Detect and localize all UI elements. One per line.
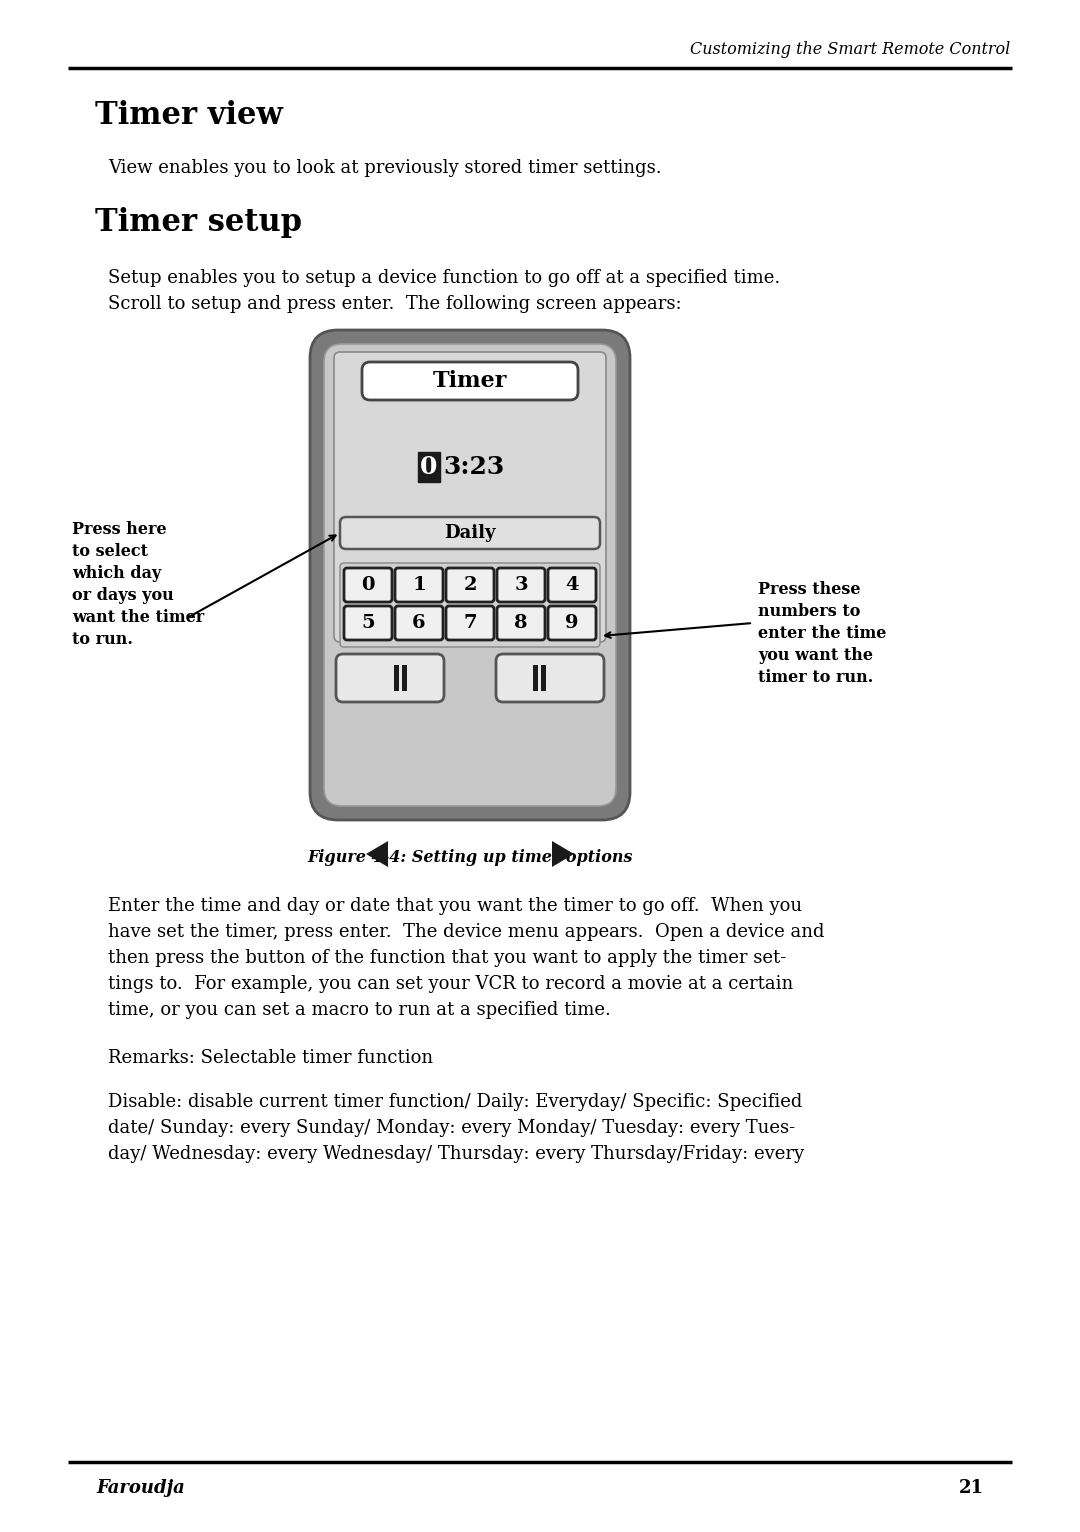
Text: enter the time: enter the time bbox=[758, 625, 887, 642]
Text: date/ Sunday: every Sunday/ Monday: every Monday/ Tuesday: every Tues-: date/ Sunday: every Sunday/ Monday: ever… bbox=[108, 1118, 795, 1137]
Text: to run.: to run. bbox=[72, 631, 133, 648]
FancyBboxPatch shape bbox=[334, 352, 606, 642]
Text: 1: 1 bbox=[413, 576, 426, 594]
Text: 21: 21 bbox=[959, 1478, 984, 1497]
Text: Remarks: Selectable timer function: Remarks: Selectable timer function bbox=[108, 1049, 433, 1066]
FancyBboxPatch shape bbox=[395, 607, 443, 640]
Text: 2: 2 bbox=[463, 576, 476, 594]
Text: time, or you can set a macro to run at a specified time.: time, or you can set a macro to run at a… bbox=[108, 1000, 611, 1019]
Text: Timer setup: Timer setup bbox=[95, 207, 302, 237]
Text: tings to.  For example, you can set your VCR to record a movie at a certain: tings to. For example, you can set your … bbox=[108, 974, 793, 993]
Bar bbox=[394, 665, 399, 691]
Text: Figure 4-4: Setting up timer options: Figure 4-4: Setting up timer options bbox=[307, 850, 633, 867]
Text: Daily: Daily bbox=[444, 524, 496, 542]
Text: Press these: Press these bbox=[758, 582, 861, 599]
Text: Disable: disable current timer function/ Daily: Everyday/ Specific: Specified: Disable: disable current timer function/… bbox=[108, 1092, 802, 1111]
FancyBboxPatch shape bbox=[345, 607, 392, 640]
Bar bbox=[418, 452, 440, 483]
FancyBboxPatch shape bbox=[446, 607, 494, 640]
Text: Press here: Press here bbox=[72, 521, 166, 539]
Bar bbox=[340, 409, 600, 509]
Text: 3: 3 bbox=[514, 576, 528, 594]
Text: 0: 0 bbox=[420, 455, 437, 480]
Text: timer to run.: timer to run. bbox=[758, 669, 874, 686]
Bar bbox=[534, 665, 538, 691]
Text: 5: 5 bbox=[361, 614, 375, 633]
Text: 4: 4 bbox=[565, 576, 579, 594]
Text: Customizing the Smart Remote Control: Customizing the Smart Remote Control bbox=[690, 41, 1010, 58]
FancyBboxPatch shape bbox=[496, 654, 604, 702]
Text: 9: 9 bbox=[565, 614, 579, 633]
Text: Faroudja: Faroudja bbox=[96, 1478, 185, 1497]
Polygon shape bbox=[366, 841, 388, 867]
Text: have set the timer, press enter.  The device menu appears.  Open a device and: have set the timer, press enter. The dev… bbox=[108, 922, 824, 941]
FancyBboxPatch shape bbox=[548, 607, 596, 640]
FancyBboxPatch shape bbox=[340, 562, 600, 647]
Text: then press the button of the function that you want to apply the timer set-: then press the button of the function th… bbox=[108, 948, 786, 967]
FancyBboxPatch shape bbox=[310, 329, 630, 820]
FancyBboxPatch shape bbox=[362, 362, 578, 400]
Text: day/ Wednesday: every Wednesday/ Thursday: every Thursday/Friday: every: day/ Wednesday: every Wednesday/ Thursda… bbox=[108, 1144, 805, 1163]
Text: want the timer: want the timer bbox=[72, 610, 204, 627]
Text: which day: which day bbox=[72, 565, 161, 582]
Text: 6: 6 bbox=[413, 614, 426, 633]
Text: 0: 0 bbox=[361, 576, 375, 594]
Bar bbox=[402, 665, 407, 691]
FancyBboxPatch shape bbox=[345, 568, 392, 602]
Text: numbers to: numbers to bbox=[758, 604, 861, 620]
Text: 7: 7 bbox=[463, 614, 476, 633]
FancyBboxPatch shape bbox=[548, 568, 596, 602]
Bar bbox=[541, 665, 546, 691]
Text: to select: to select bbox=[72, 544, 148, 561]
Text: or days you: or days you bbox=[72, 587, 174, 605]
FancyBboxPatch shape bbox=[395, 568, 443, 602]
Text: Timer view: Timer view bbox=[95, 100, 283, 130]
Text: Enter the time and day or date that you want the timer to go off.  When you: Enter the time and day or date that you … bbox=[108, 898, 802, 915]
FancyBboxPatch shape bbox=[336, 654, 444, 702]
FancyBboxPatch shape bbox=[497, 607, 545, 640]
FancyBboxPatch shape bbox=[497, 568, 545, 602]
Polygon shape bbox=[552, 841, 573, 867]
Text: Timer: Timer bbox=[433, 371, 508, 392]
Text: 8: 8 bbox=[514, 614, 528, 633]
Text: you want the: you want the bbox=[758, 648, 873, 665]
FancyBboxPatch shape bbox=[446, 568, 494, 602]
FancyBboxPatch shape bbox=[324, 345, 616, 806]
Text: View enables you to look at previously stored timer settings.: View enables you to look at previously s… bbox=[108, 159, 662, 178]
Text: 3:23: 3:23 bbox=[444, 455, 504, 480]
Text: Scroll to setup and press enter.  The following screen appears:: Scroll to setup and press enter. The fol… bbox=[108, 296, 681, 313]
FancyBboxPatch shape bbox=[340, 516, 600, 548]
Text: Setup enables you to setup a device function to go off at a specified time.: Setup enables you to setup a device func… bbox=[108, 270, 780, 286]
